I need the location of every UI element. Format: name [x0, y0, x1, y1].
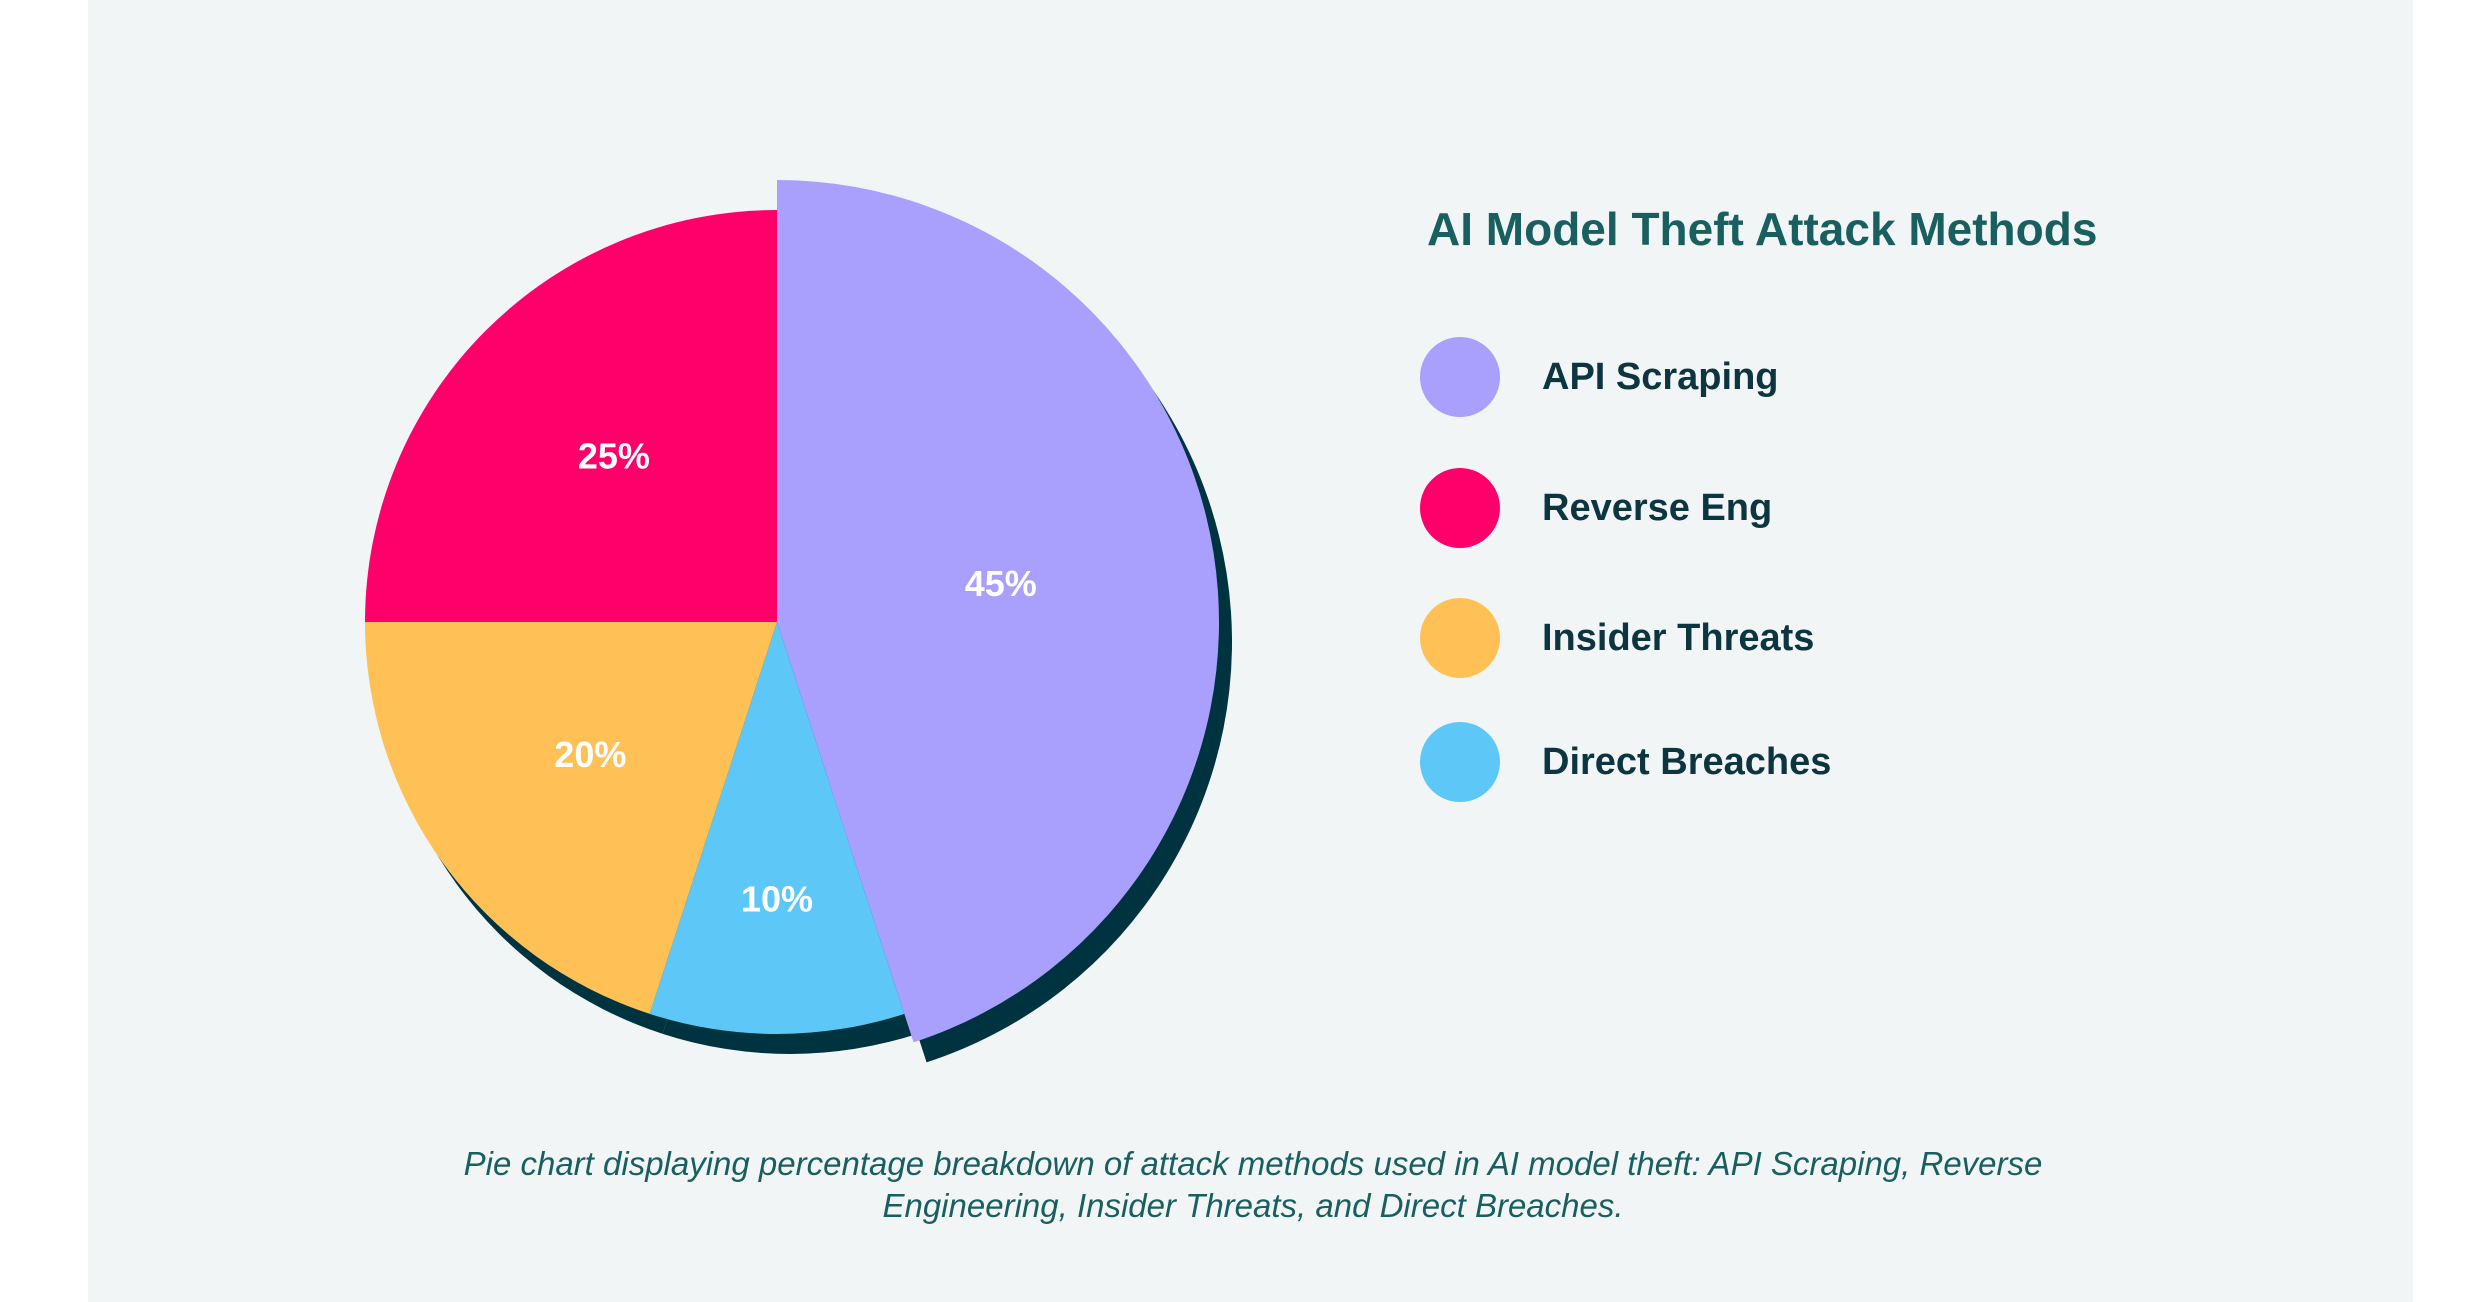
pie-slice-reverse-eng: [365, 210, 777, 622]
pie-slice-api-scraping: [777, 180, 1220, 1043]
pie-slice-insider-threats: [365, 622, 777, 1014]
slice-label: 10%: [741, 879, 813, 920]
legend-label: API Scraping: [1542, 355, 1779, 398]
legend-label: Insider Threats: [1542, 616, 1815, 659]
pie-slice-direct-breaches: [649, 622, 905, 1034]
legend-item-reverse-eng: Reverse Eng: [1420, 468, 1772, 548]
legend-swatch: [1420, 722, 1500, 802]
legend-item-api-scraping: API Scraping: [1420, 337, 1779, 417]
slice-label: 45%: [965, 563, 1037, 604]
legend-swatch: [1420, 468, 1500, 548]
legend-item-direct-breaches: Direct Breaches: [1420, 722, 1831, 802]
slice-label: 25%: [578, 435, 650, 476]
legend-label: Direct Breaches: [1542, 740, 1832, 783]
legend-swatch: [1420, 337, 1500, 417]
legend-swatch: [1420, 598, 1500, 678]
legend-label: Reverse Eng: [1542, 486, 1773, 529]
chart-title: AI Model Theft Attack Methods: [1427, 203, 2098, 255]
chart-caption: Pie chart displaying percentage breakdow…: [463, 1145, 2043, 1224]
legend-item-insider-threats: Insider Threats: [1420, 598, 1814, 678]
slice-label: 20%: [554, 734, 626, 775]
